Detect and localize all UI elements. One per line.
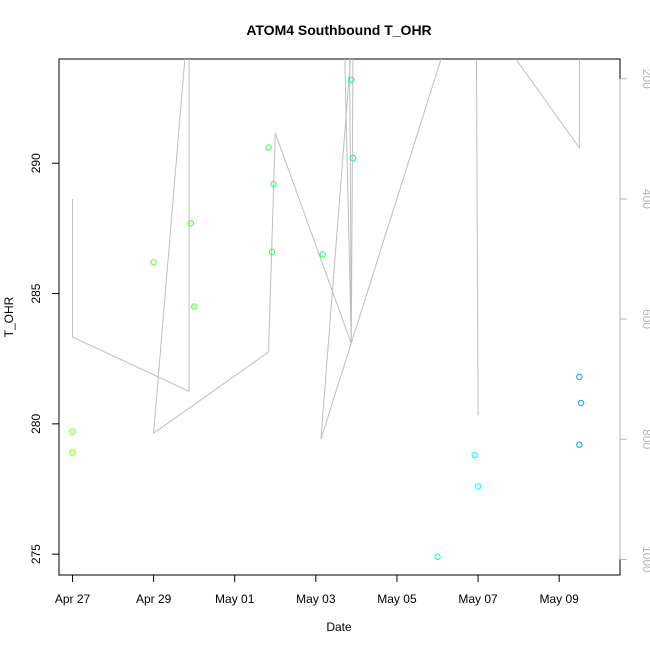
- y-tick-label: 280: [29, 414, 43, 434]
- plot-frame: [58, 58, 621, 576]
- right-tick-label: 1000: [640, 546, 650, 573]
- right-tick-label: 400: [640, 189, 650, 209]
- x-tick-label: May 01: [215, 592, 255, 606]
- x-tick-label: May 07: [458, 592, 498, 606]
- y-axis-title: T_OHR: [2, 296, 16, 337]
- x-tick-label: May 05: [377, 592, 417, 606]
- data-point: [265, 144, 272, 151]
- right-tick-label: 600: [640, 309, 650, 329]
- y-tick-label: 275: [29, 544, 43, 564]
- y-tick-label: 290: [29, 153, 43, 173]
- data-point: [576, 441, 583, 448]
- x-tick-label: May 09: [539, 592, 579, 606]
- right-tick-label: 200: [640, 69, 650, 89]
- y-axis-left: 275 280 285 290: [29, 153, 59, 564]
- data-point: [349, 154, 357, 162]
- data-point: [434, 553, 441, 560]
- x-axis: Apr 27 Apr 29 May 01 May 03 May 05 May 07 May …: [55, 575, 579, 606]
- data-point: [69, 428, 76, 435]
- data-point: [270, 180, 277, 188]
- x-tick-label: Apr 29: [136, 592, 172, 606]
- y-tick-label: 285: [29, 283, 43, 303]
- series-line: [72, 59, 580, 440]
- point-series-layer: [69, 76, 585, 560]
- right-tick-label: 800: [640, 429, 650, 449]
- data-point: [577, 399, 585, 407]
- data-point: [576, 373, 583, 381]
- x-tick-label: Apr 27: [55, 592, 91, 606]
- data-point: [268, 248, 276, 256]
- line-series-layer: [72, 59, 580, 440]
- data-point: [474, 483, 482, 490]
- chart-title: ATOM4 Southbound T_OHR: [246, 22, 431, 38]
- data-point: [471, 451, 478, 459]
- data-point: [191, 303, 198, 310]
- data-point: [187, 220, 195, 227]
- x-tick-label: May 03: [296, 592, 336, 606]
- data-point: [69, 449, 76, 456]
- y-axis-right: 200 400 600 800 1000: [619, 69, 650, 573]
- x-axis-title: Date: [326, 620, 352, 634]
- data-point: [348, 76, 355, 84]
- data-point: [150, 259, 157, 266]
- data-point: [319, 251, 326, 258]
